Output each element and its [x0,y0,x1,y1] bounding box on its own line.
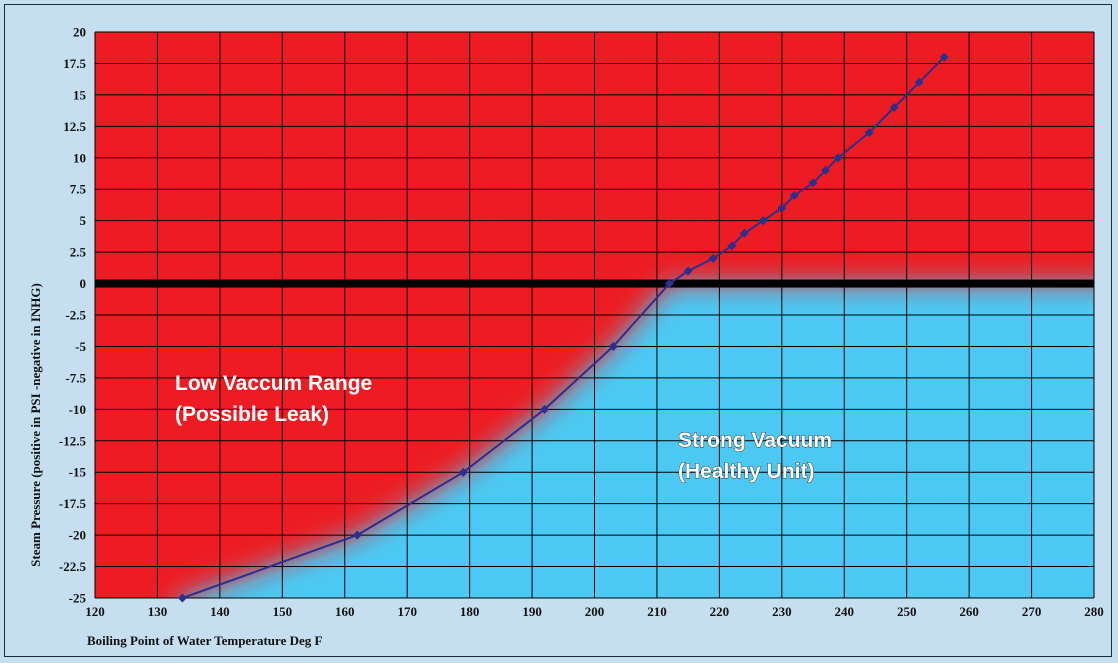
y-tick-label: -5 [75,339,86,354]
x-tick-label: 180 [460,604,480,619]
y-tick-label: 2.5 [70,245,87,260]
leak-region-label-line2: (Possible Leak) [175,403,329,426]
x-tick-label: 240 [835,604,855,619]
x-tick-label: 140 [210,604,230,619]
x-tick-labels: 120 130 140 150 160 170 180 190 200 210 220 230 240 2… [85,604,1104,619]
data-point-marker [939,52,949,62]
positive-pressure-region [95,32,583,284]
data-point-marker [177,593,187,603]
data-point-marker [739,228,749,238]
x-tick-label: 150 [273,604,293,619]
healthy-region-label-line2: (Healthy Unit) [678,460,815,483]
data-point-marker [789,191,799,201]
data-point-marker [708,253,718,263]
y-tick-label: 20 [73,25,86,40]
chart-frame: 20 17.5 15 12.5 10 7.5 5 2.5 0 -2.5 -5 -7.5 -10 -12.5… [4,4,1112,657]
y-tick-label: -20 [69,528,86,543]
x-tick-label: 160 [335,604,355,619]
y-tick-label: 5 [80,213,87,228]
y-tick-label: 17.5 [63,56,86,71]
data-point-marker [889,102,899,112]
x-tick-label: 260 [959,604,979,619]
y-tick-label: -15 [69,465,87,480]
healthy-region-label-line1: Strong Vacuum [678,429,832,452]
y-tick-label: -10 [69,402,86,417]
data-point-marker [352,530,362,540]
x-tick-label: 130 [148,604,168,619]
y-tick-label: 7.5 [70,182,87,197]
data-point-marker [727,241,737,251]
x-tick-label: 210 [647,604,667,619]
zero-pressure-line [95,279,1094,288]
x-tick-label: 170 [397,604,417,619]
y-tick-label: -25 [69,591,87,606]
data-point-marker [833,153,843,163]
steam-pressure-chart: 20 17.5 15 12.5 10 7.5 5 2.5 0 -2.5 -5 -7.5 -10 -12.5… [28,25,1104,649]
y-tick-label: -2.5 [65,308,86,323]
x-tick-label: 200 [585,604,605,619]
grid-lines [94,31,1095,599]
data-point-marker [777,203,787,213]
y-axis-title: Steam Pressure (positive in PSI -negativ… [28,283,43,567]
x-tick-label: 270 [1022,604,1042,619]
x-tick-label: 190 [522,604,542,619]
data-point-marker [683,266,693,276]
x-axis-title: Boiling Point of Water Temperature Deg F [87,633,322,648]
y-tick-label: -17.5 [59,496,87,511]
shaded-regions [95,32,1094,598]
data-point-marker [808,178,818,188]
data-point-marker [664,279,674,289]
data-point-marker [864,128,874,138]
data-point-marker [608,341,618,351]
data-point-marker [821,165,831,175]
y-tick-label: -12.5 [59,433,87,448]
data-point-marker [914,77,924,87]
x-tick-label: 220 [710,604,730,619]
y-tick-labels: 20 17.5 15 12.5 10 7.5 5 2.5 0 -2.5 -5 -7.5 -10 -12.5… [59,25,87,606]
positive-pressure-fade [582,32,632,284]
x-tick-label: 230 [772,604,792,619]
x-tick-label: 120 [85,604,105,619]
y-tick-label: -7.5 [65,370,86,385]
series-line [182,56,945,599]
y-tick-label: -22.5 [59,559,87,574]
y-tick-label: 10 [73,150,86,165]
data-markers [177,52,949,603]
data-point-marker [758,216,768,226]
data-point-marker [540,404,550,414]
x-tick-label: 250 [897,604,917,619]
x-tick-label: 280 [1084,604,1104,619]
leak-region-label-line1: Low Vaccum Range [175,372,372,395]
y-tick-label: 15 [73,87,87,102]
y-tick-label: 0 [80,276,87,291]
y-tick-label: 12.5 [63,119,86,134]
data-point-marker [458,467,468,477]
